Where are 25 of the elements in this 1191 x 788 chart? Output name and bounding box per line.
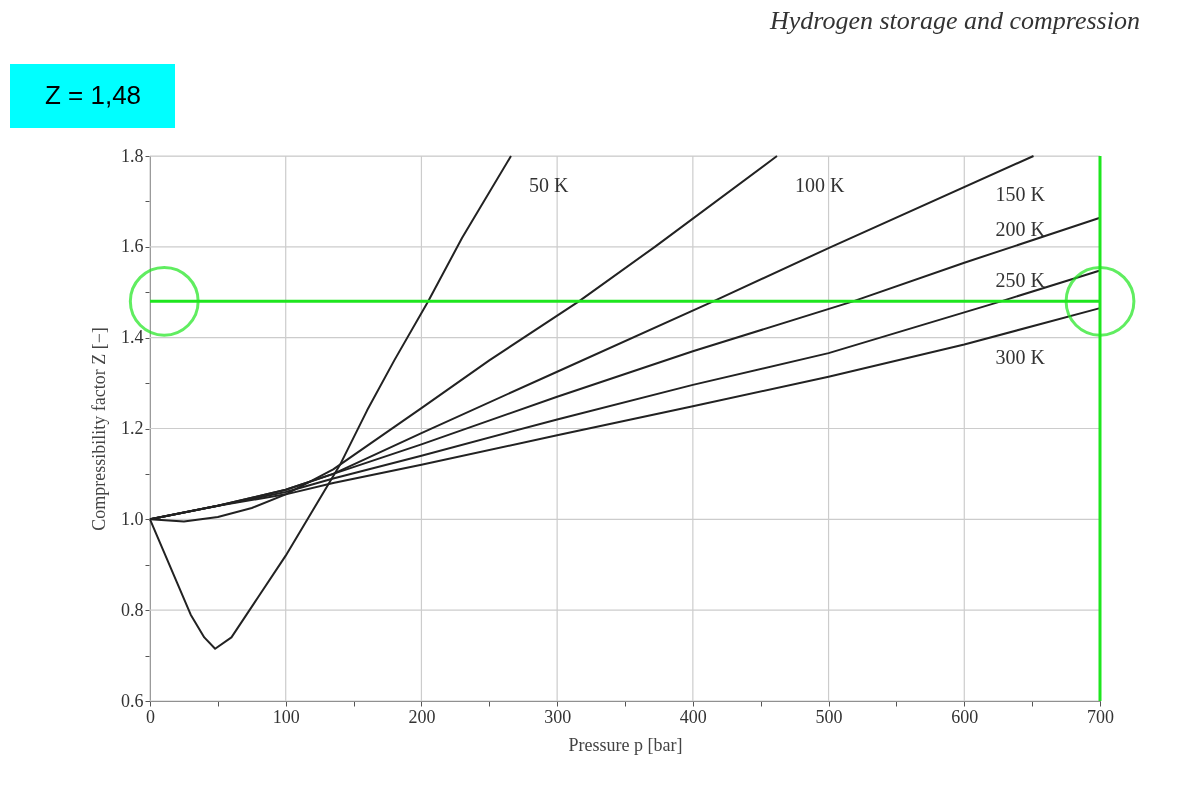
text: Z = 1,48 [44,80,142,110]
series-label: 50 K [529,174,569,196]
x-tick-label: 600 [951,706,979,727]
x-tick-label: 100 [272,706,300,727]
x-tick-label: 0 [146,706,155,727]
series-label: 250 K [995,268,1046,291]
x-tick-label: 300 [544,706,572,727]
y-tick-label: 1.2 [121,418,144,438]
y-tick-label: 0.8 [121,599,144,620]
x-tick-label: 200 [408,706,436,727]
x-tick-label: 700 [1087,706,1114,727]
y-tick-label: 1.4 [121,327,144,348]
y-axis-title: Compressibility factor Z [−] [89,327,109,531]
series-label: 300 K [995,346,1046,369]
x-tick-label: 500 [815,706,843,727]
series-label: 200 K [995,218,1046,241]
y-tick-label: 1.8 [121,145,144,166]
y-tick-label: 1.6 [121,236,144,257]
x-axis-title: Pressure p [bar] [568,734,683,755]
x-tick-label: 400 [679,706,707,727]
chart-title: Hydrogen storage and compression [768,6,1140,35]
series-label: 150 K [995,183,1046,206]
series-label: 100 K [795,174,845,196]
y-tick-label: 0.6 [121,690,144,711]
y-tick-label: 1.0 [121,508,144,529]
